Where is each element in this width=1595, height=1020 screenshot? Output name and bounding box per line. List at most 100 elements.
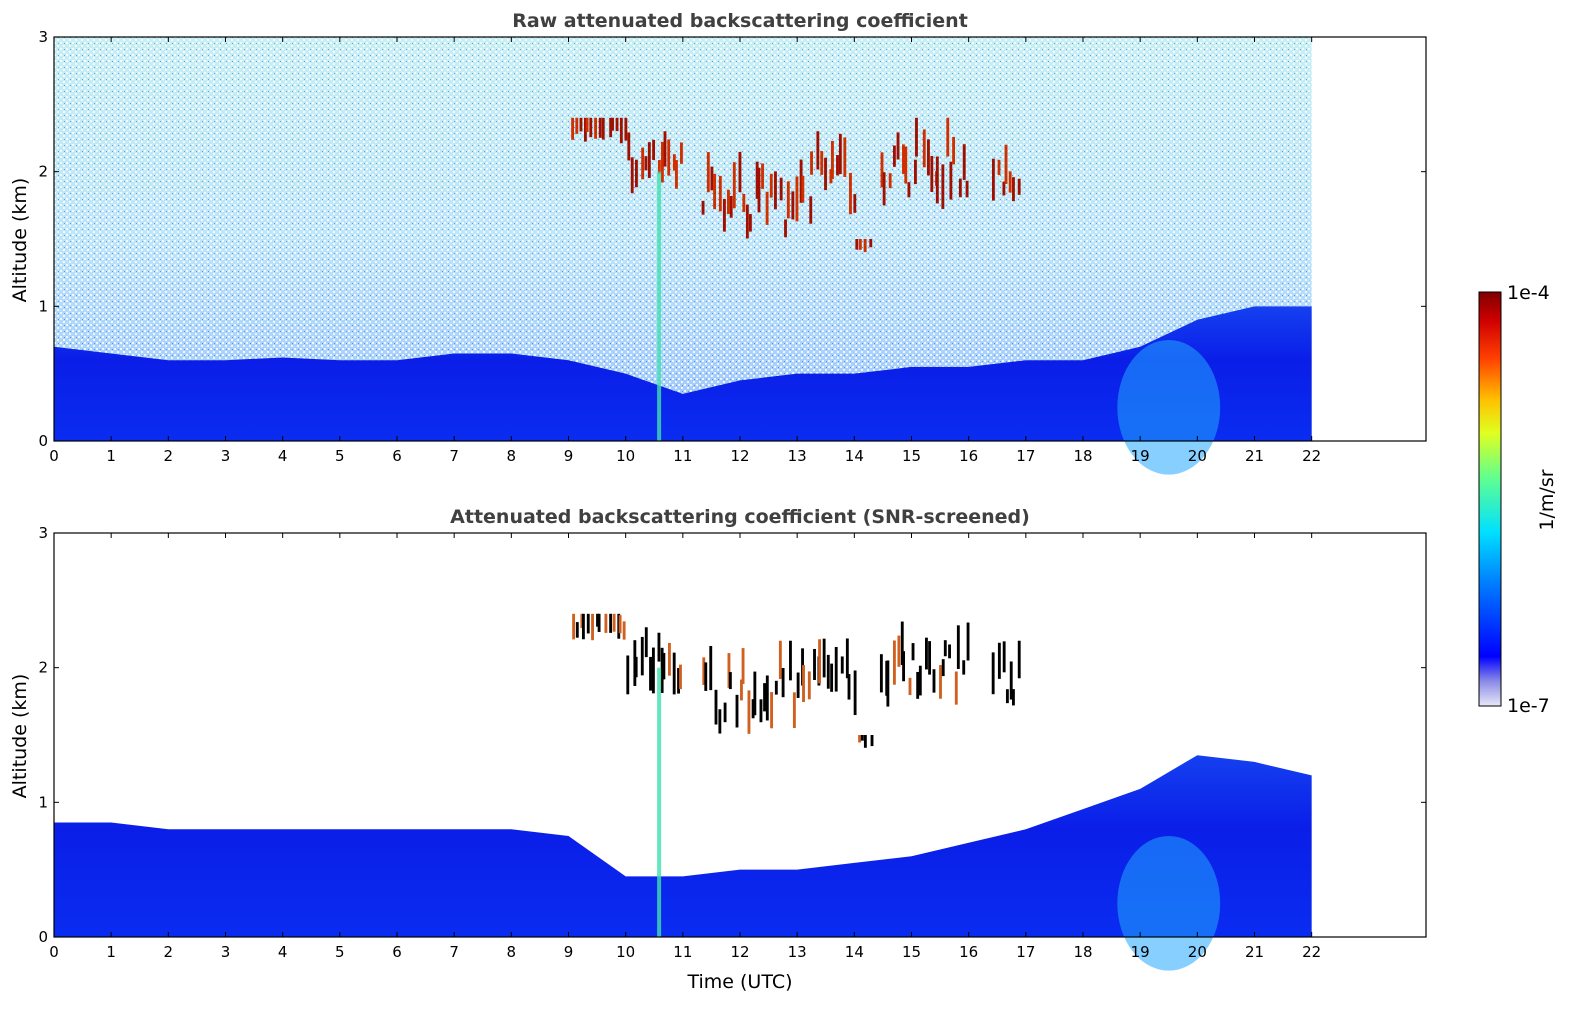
cloud-streak xyxy=(1012,177,1015,202)
y-axis-label: Altitude (km) xyxy=(9,178,31,303)
cloud-streak xyxy=(892,145,896,167)
cloud-streak xyxy=(779,177,783,201)
cloud-streak xyxy=(900,621,904,666)
cloud-streak xyxy=(914,159,917,185)
y-tick-label: 0 xyxy=(38,928,48,946)
cloud-streak xyxy=(904,146,908,184)
cloud-layer xyxy=(991,640,1021,706)
cloud-streak xyxy=(753,671,757,716)
x-tick-label: 16 xyxy=(959,943,978,961)
cloud-streak xyxy=(1008,171,1012,193)
cloud-streak xyxy=(869,239,873,248)
snr-screened-panel: Attenuated backscattering coefficient (S… xyxy=(9,506,1427,993)
cloud-streak xyxy=(941,659,945,677)
cloud-streak xyxy=(816,131,820,170)
cloud-streak xyxy=(902,144,905,174)
cloud-streak xyxy=(813,648,816,680)
cloud-streak xyxy=(831,140,834,180)
cloud-streak xyxy=(834,646,838,692)
cloud-streak xyxy=(792,692,796,729)
x-tick-label: 16 xyxy=(959,447,978,465)
cloud-streak xyxy=(858,735,861,743)
x-axis-ticks: 0 1 2 3 4 5 6 7 8 9 10 11 12 13 14 15 16 17 18 19 20 21 22 xyxy=(49,533,1321,961)
heatmap-area xyxy=(54,613,1312,971)
cloud-streak xyxy=(860,735,864,741)
x-tick-label: 3 xyxy=(221,447,231,465)
cloud-streak xyxy=(742,193,746,212)
x-tick-label: 17 xyxy=(1016,447,1035,465)
cloud-streak xyxy=(748,214,752,232)
cloud-streak xyxy=(886,660,890,707)
cloud-streak xyxy=(704,662,708,691)
cloud-streak xyxy=(612,613,616,632)
cloud-streak xyxy=(879,654,883,693)
cloud-streak xyxy=(902,651,906,682)
cloud-streak xyxy=(916,671,920,699)
cloud-streak xyxy=(741,648,745,684)
cloud-streak xyxy=(952,136,956,165)
cloud-streak xyxy=(927,139,930,176)
cloud-streak xyxy=(589,117,593,138)
x-tick-label: 10 xyxy=(616,447,635,465)
cloud-streak xyxy=(738,151,742,193)
x-tick-label: 11 xyxy=(673,943,692,961)
cloud-streak xyxy=(935,156,939,204)
x-tick-label: 6 xyxy=(392,943,402,961)
cloud-streak xyxy=(586,613,590,634)
cloud-streak xyxy=(591,613,594,641)
x-tick-label: 19 xyxy=(1131,447,1150,465)
cloud-streak xyxy=(594,117,597,139)
cloud-streak xyxy=(818,639,821,684)
cloud-streak xyxy=(829,169,833,184)
cloud-streak xyxy=(723,702,727,723)
cloud-streak xyxy=(718,709,722,734)
cloud-streak xyxy=(701,200,705,215)
cloud-streak xyxy=(635,159,638,188)
y-axis-ticks: 0 1 2 3 xyxy=(38,28,1426,450)
cloud-layer xyxy=(701,151,799,239)
cloud-streak xyxy=(680,142,683,164)
cloud-streak xyxy=(604,613,608,633)
cloud-streak xyxy=(622,621,626,640)
cloud-streak xyxy=(863,735,867,748)
cloud-streak xyxy=(732,162,736,209)
y-tick-label: 3 xyxy=(38,28,48,46)
chart-title: Raw attenuated backscattering coefficien… xyxy=(512,10,968,32)
cloud-streak xyxy=(799,159,803,203)
cloud-streak xyxy=(761,163,764,189)
x-tick-label: 14 xyxy=(845,943,864,961)
cloud-streak xyxy=(672,652,676,695)
precip-streak xyxy=(657,667,662,937)
cloud-streak xyxy=(786,181,790,219)
cloud-streak xyxy=(997,642,1001,679)
cloud-streak xyxy=(863,239,867,253)
heatmap-area xyxy=(54,37,1312,475)
boundary-layer xyxy=(54,755,1312,937)
cloud-streak xyxy=(845,638,849,679)
cloud-streak xyxy=(911,643,915,661)
cloud-streak xyxy=(962,660,966,675)
cloud-streak xyxy=(824,157,827,191)
cloud-streak xyxy=(1009,661,1013,700)
x-axis-label: Time (UTC) xyxy=(686,971,792,993)
cloud-streak xyxy=(948,644,951,659)
cloud-streak xyxy=(769,173,773,198)
cloud-streak xyxy=(965,180,969,198)
cloud-layer xyxy=(799,131,857,224)
cloud-streak xyxy=(853,670,857,716)
cloud-streak xyxy=(765,675,769,721)
cloud-streak xyxy=(807,671,811,700)
x-tick-label: 0 xyxy=(49,943,59,961)
cloud-streak xyxy=(822,638,826,678)
boundary-layer xyxy=(54,306,1312,441)
cloud-streak xyxy=(618,615,622,634)
cloud-streak xyxy=(930,156,934,192)
x-tick-label: 20 xyxy=(1188,447,1207,465)
cloud-streak xyxy=(922,129,926,168)
cloud-streak xyxy=(718,175,722,212)
colorbar-min-label: 1e-7 xyxy=(1507,695,1550,717)
cloud-streak xyxy=(579,117,583,132)
cloud-streak xyxy=(619,117,623,144)
x-tick-label: 8 xyxy=(507,943,517,961)
cloud-streak xyxy=(843,137,847,177)
